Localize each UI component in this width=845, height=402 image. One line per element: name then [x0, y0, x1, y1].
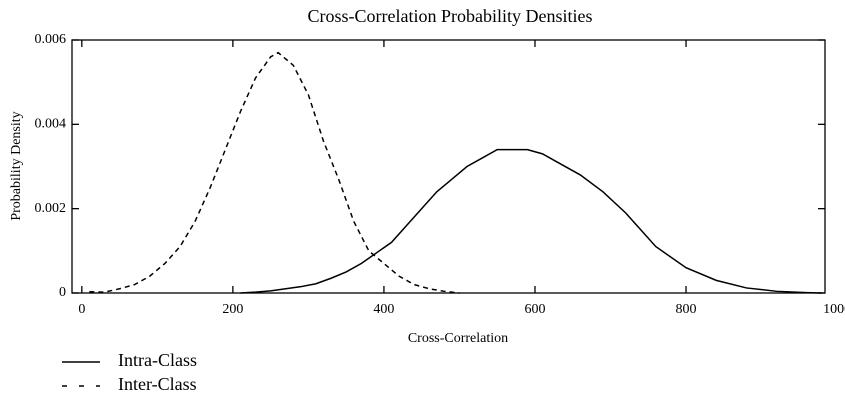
x-tick-label: 200	[222, 302, 243, 317]
y-tick-label: 0.006	[35, 32, 67, 47]
y-tick-label: 0	[59, 285, 66, 300]
y-axis-label: Probability Density	[9, 111, 24, 220]
legend-label: Inter-Class	[118, 374, 197, 394]
series-line	[240, 148, 822, 294]
legend-label: Intra-Class	[118, 350, 197, 370]
x-tick-label: 0	[78, 302, 85, 317]
series-line	[89, 51, 460, 294]
plot-frame	[71, 39, 826, 294]
x-axis-label: Cross-Correlation	[408, 331, 508, 346]
x-tick-label: 800	[676, 302, 697, 317]
chart-title: Cross-Correlation Probability Densities	[308, 6, 593, 26]
y-tick-label: 0.002	[35, 201, 67, 216]
x-tick-label: 600	[524, 302, 545, 317]
y-tick-label: 0.004	[35, 117, 67, 132]
x-tick-label: 400	[373, 302, 394, 317]
